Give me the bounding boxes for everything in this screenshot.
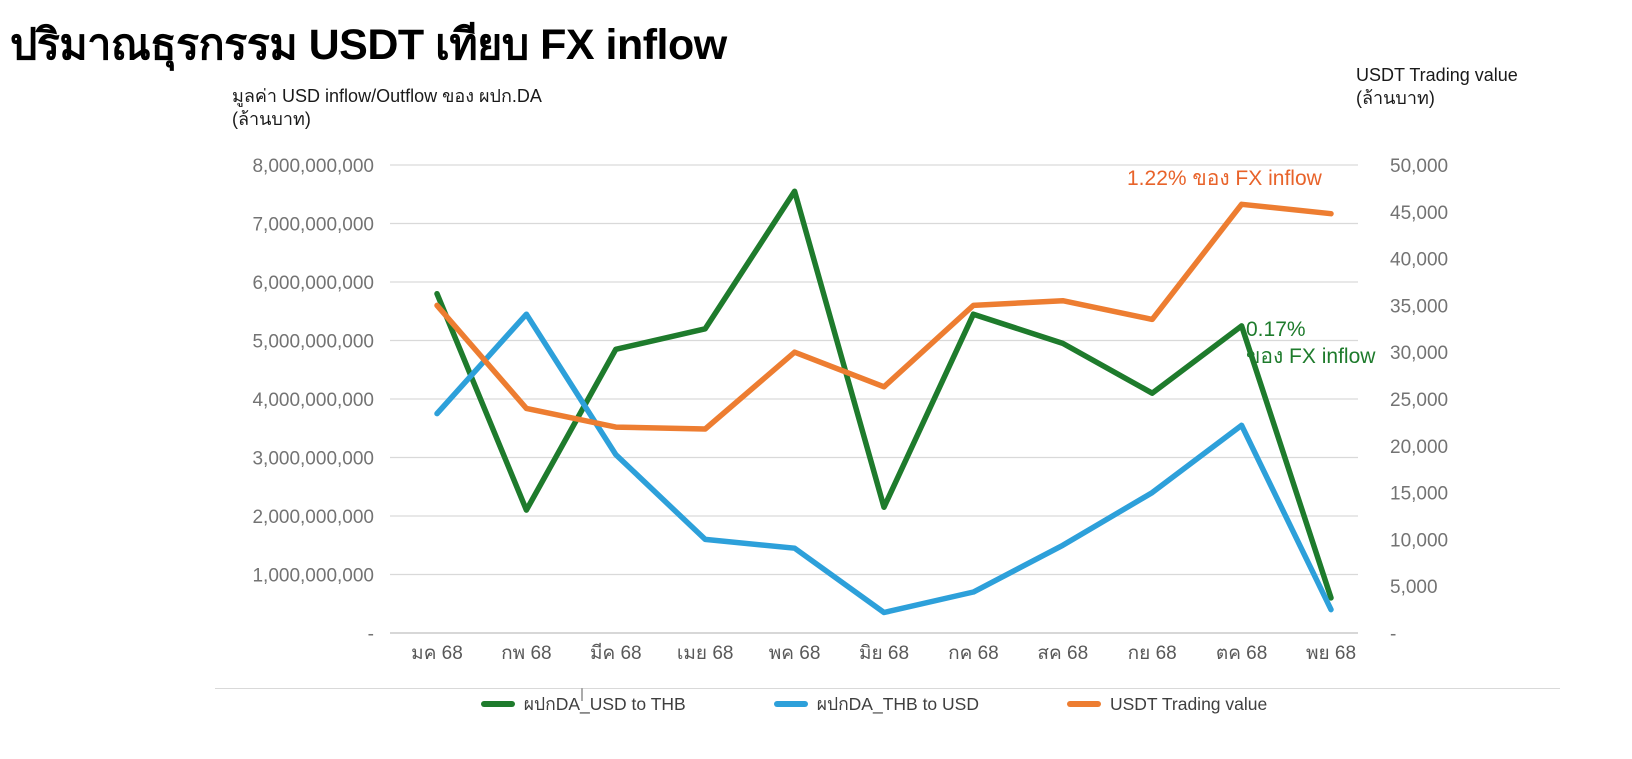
left-axis-title: มูลค่า USD inflow/Outflow ของ ผปก.DA (ล้… — [232, 85, 542, 131]
divider-tick-mark — [581, 688, 583, 701]
legend-swatch-orange-line-icon — [1066, 701, 1101, 707]
y-axis-left-tick-label: 4,000,000,000 — [252, 390, 374, 411]
annotation-da-share: 0.17% ของ FX inflow — [1246, 316, 1375, 370]
y-axis-right-tick-label: 5,000 — [1390, 577, 1438, 598]
x-axis-month-label: มิย 68 — [859, 643, 909, 664]
legend-item-thb-to-usd: ผปกDA_THB to USD — [773, 690, 979, 718]
y-axis-left-tick-label: 7,000,000,000 — [252, 215, 374, 236]
y-axis-right-tick-label: 45,000 — [1390, 203, 1448, 224]
y-axis-right-tick-label: 35,000 — [1390, 296, 1448, 317]
y-axis-right-tick-label: 20,000 — [1390, 437, 1448, 458]
legend-label-usdt-trading-value: USDT Trading value — [1109, 693, 1268, 714]
legend-label-thb-to-usd: ผปกDA_THB to USD — [816, 694, 979, 714]
y-axis-right-tick-label: 40,000 — [1390, 250, 1448, 271]
legend-label-usd-to-thb: ผปกDA_USD to THB — [523, 694, 686, 714]
right-axis-title: USDT Trading value (ล้านบาท) — [1356, 64, 1518, 110]
y-axis-left-tick-label: 2,000,000,000 — [252, 507, 374, 528]
series-line-0 — [434, 188, 1334, 601]
annotation-da-share-line2: ของ FX inflow — [1246, 345, 1376, 368]
legend-item-usd-to-thb: ผปกDA_USD to THB — [480, 690, 686, 718]
y-axis-left-tick-label: 8,000,000,000 — [252, 156, 374, 177]
x-axis-month-label: สค 68 — [1037, 643, 1088, 664]
x-axis-month-label: ตค 68 — [1216, 643, 1267, 664]
left-axis-title-line1: มูลค่า USD inflow/Outflow ของ ผปก.DA — [232, 86, 542, 106]
y-axis-right-tick-label: - — [1390, 624, 1396, 645]
left-axis-title-line2: (ล้านบาท) — [232, 109, 311, 129]
legend-swatch-blue-line-icon — [773, 701, 808, 707]
divider-line — [215, 688, 1560, 689]
annotation-da-share-line1: 0.17% — [1246, 318, 1306, 341]
x-axis-month-label: กพ 68 — [501, 643, 551, 664]
right-axis-title-line2: (ล้านบาท) — [1356, 88, 1435, 108]
chart-legend: ผปกDA_USD to THB ผปกDA_THB to USD USDT T… — [390, 690, 1358, 718]
right-axis-title-line1: USDT Trading value — [1356, 65, 1518, 85]
y-axis-left-tick-label: 3,000,000,000 — [252, 449, 374, 470]
page-title: ปริมาณธุรกรรม USDT เทียบ FX inflow — [10, 21, 727, 69]
x-axis-month-label: พย 68 — [1306, 643, 1356, 664]
y-axis-right-tick-label: 30,000 — [1390, 343, 1448, 364]
series-line-2 — [434, 201, 1334, 432]
y-axis-right-tick-label: 15,000 — [1390, 484, 1448, 505]
series-line-1 — [434, 311, 1334, 616]
x-axis-month-label: พค 68 — [769, 643, 821, 664]
legend-item-usdt-trading-value: USDT Trading value — [1066, 693, 1268, 715]
x-axis-month-label: เมย 68 — [677, 643, 734, 664]
x-axis-month-label: กย 68 — [1128, 643, 1177, 664]
y-axis-right-tick-label: 50,000 — [1390, 156, 1448, 177]
legend-swatch-green-line-icon — [480, 701, 515, 707]
x-axis-month-label: กค 68 — [948, 643, 999, 664]
y-axis-right-tick-label: 25,000 — [1390, 390, 1448, 411]
y-axis-left-tick-label: 1,000,000,000 — [252, 566, 374, 587]
x-axis-month-label: มค 68 — [411, 643, 463, 664]
y-axis-right-tick-label: 10,000 — [1390, 530, 1448, 551]
y-axis-left-tick-label: 5,000,000,000 — [252, 332, 374, 353]
annotation-usdt-share: 1.22% ของ FX inflow — [1127, 165, 1322, 192]
y-axis-left-tick-label: - — [368, 624, 374, 645]
x-axis-month-label: มีค 68 — [590, 642, 642, 664]
y-axis-left-tick-label: 6,000,000,000 — [252, 273, 374, 294]
annotation-usdt-share-text: 1.22% ของ FX inflow — [1127, 167, 1322, 190]
